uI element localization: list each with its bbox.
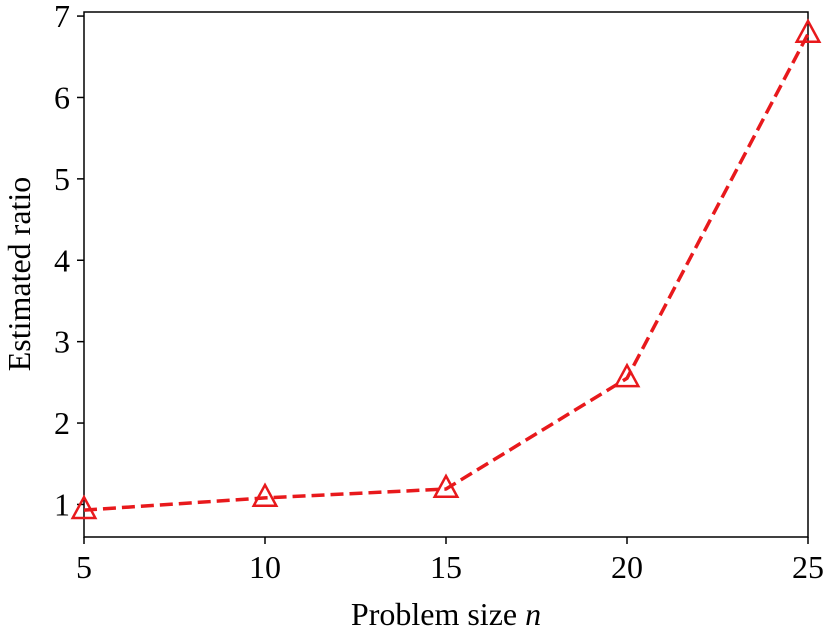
series-line	[83, 33, 810, 512]
x-tick-label: 10	[249, 549, 281, 585]
y-tick-label: 7	[54, 0, 70, 34]
y-axis-title: Estimated ratio	[1, 177, 37, 372]
x-tick-label: 25	[792, 549, 824, 585]
y-axis-ticks: 1 2 3 4 5 6 7	[54, 0, 84, 522]
x-axis-ticks: 5 10 15 20 25	[76, 537, 824, 585]
x-tick-label: 15	[430, 549, 462, 585]
plot-frame	[83, 11, 809, 538]
y-tick-label: 4	[54, 242, 70, 278]
x-axis-title-variable: n	[525, 596, 541, 631]
x-axis-title: Problem size n	[351, 596, 541, 631]
x-tick-label: 5	[76, 549, 92, 585]
data-point-marker	[251, 482, 279, 507]
y-tick-label: 6	[54, 79, 70, 115]
y-tick-label: 1	[54, 486, 70, 522]
data-point-marker	[432, 473, 460, 499]
y-tick-label: 2	[54, 405, 70, 441]
series-layer	[70, 18, 822, 520]
data-point-marker	[70, 494, 98, 520]
x-axis-title-text: Problem size	[351, 596, 517, 631]
data-point-marker	[794, 18, 822, 44]
data-point-marker	[613, 362, 641, 388]
y-tick-label: 3	[54, 324, 70, 360]
y-tick-label: 5	[54, 161, 70, 197]
x-tick-label: 20	[611, 549, 643, 585]
